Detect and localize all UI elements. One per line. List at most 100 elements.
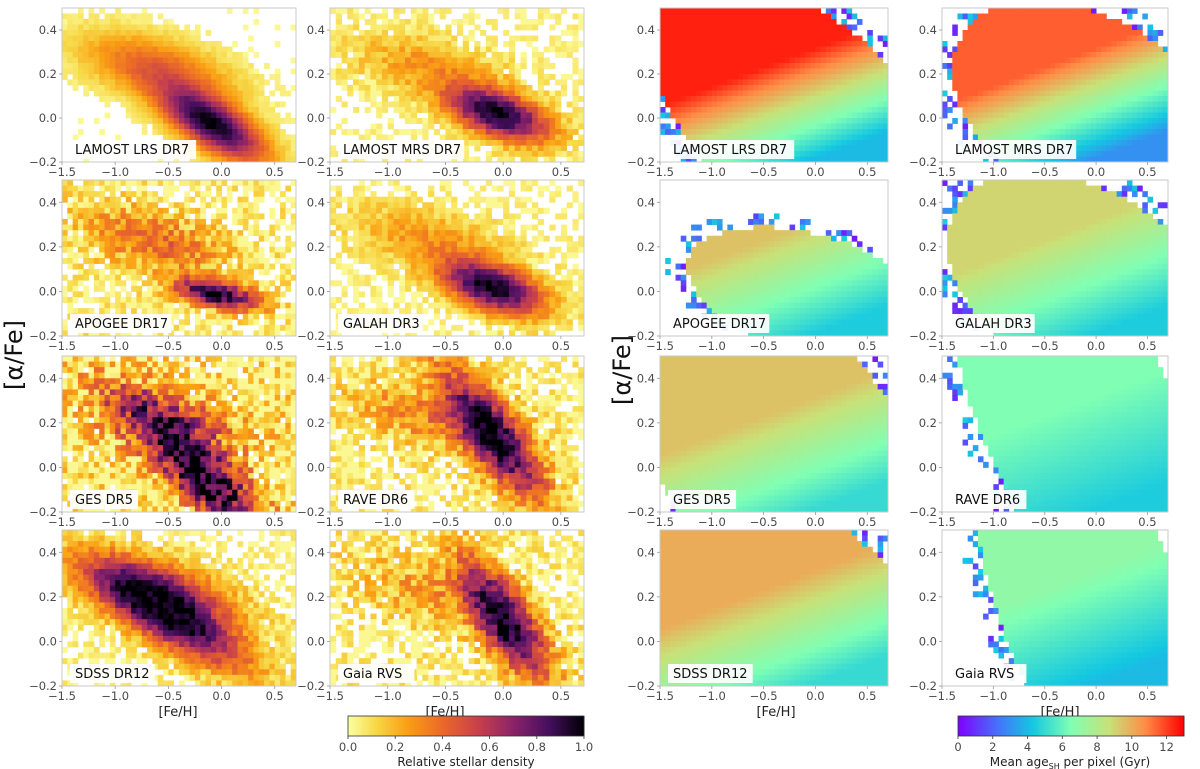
- density-cell: [253, 196, 260, 203]
- density-cell: [543, 252, 550, 259]
- density-cell: [141, 400, 148, 407]
- density-cell: [248, 456, 254, 463]
- density-cell: [253, 213, 260, 220]
- density-cell: [290, 85, 297, 91]
- density-cell: [194, 461, 201, 468]
- density-cell: [480, 241, 487, 248]
- density-cell: [184, 473, 191, 479]
- density-cell: [526, 196, 533, 203]
- density-cell: [93, 445, 100, 452]
- density-cell: [566, 280, 573, 287]
- density-cell: [537, 134, 544, 141]
- density-cell: [264, 280, 270, 287]
- density-cell: [67, 224, 74, 231]
- density-cell: [179, 134, 185, 141]
- density-cell: [399, 297, 406, 303]
- density-cell: [330, 219, 337, 225]
- density-cell: [168, 241, 175, 248]
- density-cell: [221, 46, 228, 53]
- density-cell: [422, 57, 429, 64]
- density-cell: [104, 302, 111, 309]
- density-cell: [237, 52, 244, 58]
- density-cell: [364, 219, 371, 225]
- density-cell: [62, 400, 68, 407]
- density-cell: [508, 180, 516, 186]
- density-cell: [341, 269, 348, 276]
- density-cell: [274, 367, 281, 374]
- density-cell: [163, 495, 169, 502]
- density-cell: [445, 68, 452, 75]
- density-cell: [578, 241, 585, 248]
- density-cell: [253, 145, 260, 152]
- density-cell: [335, 456, 342, 463]
- density-cell: [179, 445, 185, 452]
- density-cell: [226, 308, 233, 315]
- density-cell: [474, 269, 481, 276]
- density-cell: [422, 246, 429, 253]
- density-cell: [508, 308, 516, 315]
- density-cell: [474, 90, 481, 97]
- density-cell: [168, 191, 175, 198]
- density-cell: [468, 118, 475, 124]
- density-cell: [253, 129, 260, 135]
- density-cell: [532, 297, 539, 303]
- density-cell: [200, 258, 206, 264]
- density-cell: [508, 313, 516, 320]
- density-cell: [205, 406, 212, 413]
- density-cell: [194, 63, 201, 69]
- density-cell: [280, 140, 286, 146]
- density-cell: [157, 484, 164, 491]
- density-cell: [405, 52, 412, 58]
- density-cell: [353, 196, 360, 203]
- density-cell: [399, 79, 406, 86]
- density-cell: [168, 291, 175, 298]
- density-cell: [232, 406, 238, 413]
- density-cell: [173, 68, 180, 75]
- density-cell: [549, 156, 556, 163]
- density-cell: [179, 85, 185, 91]
- density-cell: [410, 196, 417, 203]
- density-cell: [549, 252, 556, 259]
- density-cell: [173, 156, 180, 163]
- density-cell: [508, 151, 516, 157]
- density-cell: [330, 356, 337, 362]
- y-tick-label: −0.2: [297, 329, 325, 343]
- density-cell: [405, 252, 412, 259]
- density-cell: [184, 489, 191, 496]
- density-cell: [258, 361, 265, 368]
- density-cell: [274, 500, 281, 507]
- density-cell: [221, 489, 228, 496]
- density-cell: [555, 123, 562, 130]
- density-cell: [104, 406, 111, 413]
- density-cell: [194, 285, 201, 292]
- density-cell: [109, 224, 116, 231]
- density-cell: [205, 324, 212, 331]
- density-cell: [83, 274, 89, 281]
- density-cell: [194, 30, 201, 36]
- density-cell: [237, 400, 244, 407]
- density-cell: [131, 263, 137, 270]
- density-cell: [285, 280, 292, 287]
- density-cell: [109, 207, 116, 214]
- density-cell: [387, 68, 394, 75]
- density-cell: [248, 422, 254, 429]
- x-tick-label: −1.5: [48, 339, 76, 353]
- density-cell: [253, 330, 260, 337]
- density-cell: [125, 90, 132, 97]
- density-cell: [152, 191, 159, 198]
- density-cell: [120, 285, 127, 292]
- density-cell: [88, 439, 95, 446]
- density-cell: [210, 319, 217, 326]
- density-cell: [168, 112, 175, 119]
- density-cell: [264, 79, 270, 86]
- density-cell: [399, 207, 406, 214]
- density-cell: [232, 274, 238, 281]
- density-cell: [67, 246, 74, 253]
- density-cell: [532, 213, 539, 220]
- density-cell: [147, 367, 153, 374]
- density-cell: [226, 235, 233, 242]
- density-cell: [280, 213, 286, 220]
- density-cell: [104, 85, 111, 91]
- density-cell: [387, 46, 394, 53]
- density-cell: [285, 484, 292, 491]
